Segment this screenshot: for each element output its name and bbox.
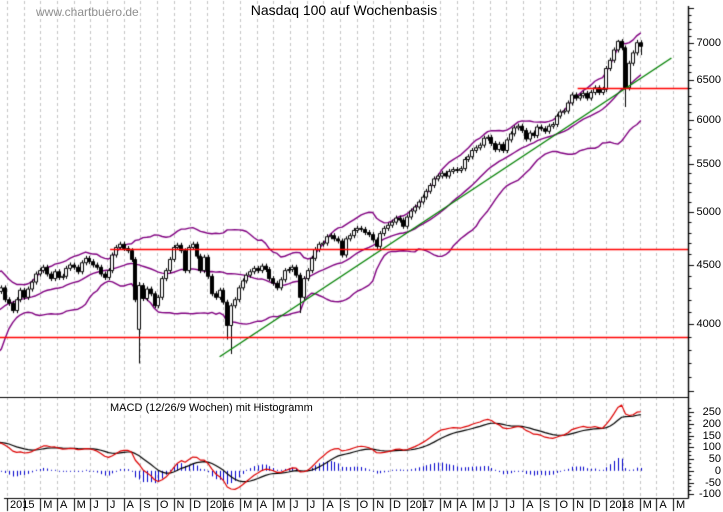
x-tick-label: J — [93, 499, 99, 511]
x-tick-label: D — [392, 499, 401, 511]
x-tick-label: M — [676, 499, 686, 511]
x-tick-label: A — [526, 499, 534, 511]
price-tick-label: 5500 — [696, 158, 721, 171]
x-tick-label: A — [59, 499, 68, 511]
watermark-text: www.chartbuero.de — [36, 5, 139, 19]
x-tick-label: D — [592, 499, 601, 511]
x-tick-label: A — [259, 499, 268, 511]
macd-tick-label: 150 — [702, 429, 721, 442]
x-tick-label: J — [492, 499, 499, 511]
x-tick-label: M — [642, 499, 652, 511]
price-tick-label: 6000 — [696, 114, 721, 127]
macd-tick-label: 200 — [702, 417, 721, 430]
price-tick-label: 4500 — [696, 259, 721, 271]
x-tick-label: J — [509, 499, 516, 511]
x-tick-label: N — [376, 499, 385, 511]
macd-tick-label: 100 — [702, 441, 721, 454]
x-tick-label: 2016 — [209, 499, 235, 511]
x-tick-label: D — [193, 499, 202, 511]
x-tick-label: J — [293, 499, 299, 511]
macd-tick-label: 0 — [714, 464, 721, 477]
x-tick-label: N — [176, 499, 185, 511]
x-tick-label: 2017 — [409, 499, 435, 511]
x-tick-label: O — [159, 499, 169, 511]
x-tick-label: O — [359, 499, 369, 511]
price-tick-label: 6500 — [696, 74, 721, 86]
x-tick-label: 2015 — [10, 499, 35, 511]
x-tick-label: M — [76, 499, 86, 511]
x-tick-label: A — [459, 499, 467, 511]
x-tick-label: M — [442, 499, 453, 511]
price-tick-label: 7000 — [696, 36, 721, 49]
x-tick-label: M — [476, 499, 486, 511]
macd-indicator-label: MACD (12/26/9 Wochen) mit Histogramm — [110, 402, 313, 414]
macd-tick-label: -100 — [698, 488, 721, 501]
price-tick-label: 4000 — [696, 318, 721, 331]
x-tick-label: A — [326, 499, 334, 511]
x-tick-label: 2018 — [609, 499, 634, 511]
x-tick-label: J — [309, 499, 316, 511]
macd-tick-label: 50 — [708, 453, 721, 466]
x-tick-label: A — [659, 499, 667, 511]
x-tick-label: N — [576, 499, 585, 511]
x-tick-label: O — [559, 499, 568, 511]
x-tick-label: M — [243, 499, 253, 511]
macd-tick-label: 250 — [702, 406, 721, 419]
x-tick-label: S — [343, 499, 351, 511]
x-tick-label: S — [542, 499, 551, 511]
x-tick-label: J — [109, 499, 116, 511]
chart-title: Nasdaq 100 auf Wochenbasis — [250, 2, 438, 18]
x-tick-label: M — [43, 499, 53, 511]
x-tick-label: M — [276, 499, 286, 511]
price-tick-label: 5000 — [696, 205, 721, 218]
x-tick-label: A — [126, 499, 134, 511]
x-tick-label: S — [143, 499, 151, 511]
macd-tick-label: -50 — [705, 476, 721, 489]
